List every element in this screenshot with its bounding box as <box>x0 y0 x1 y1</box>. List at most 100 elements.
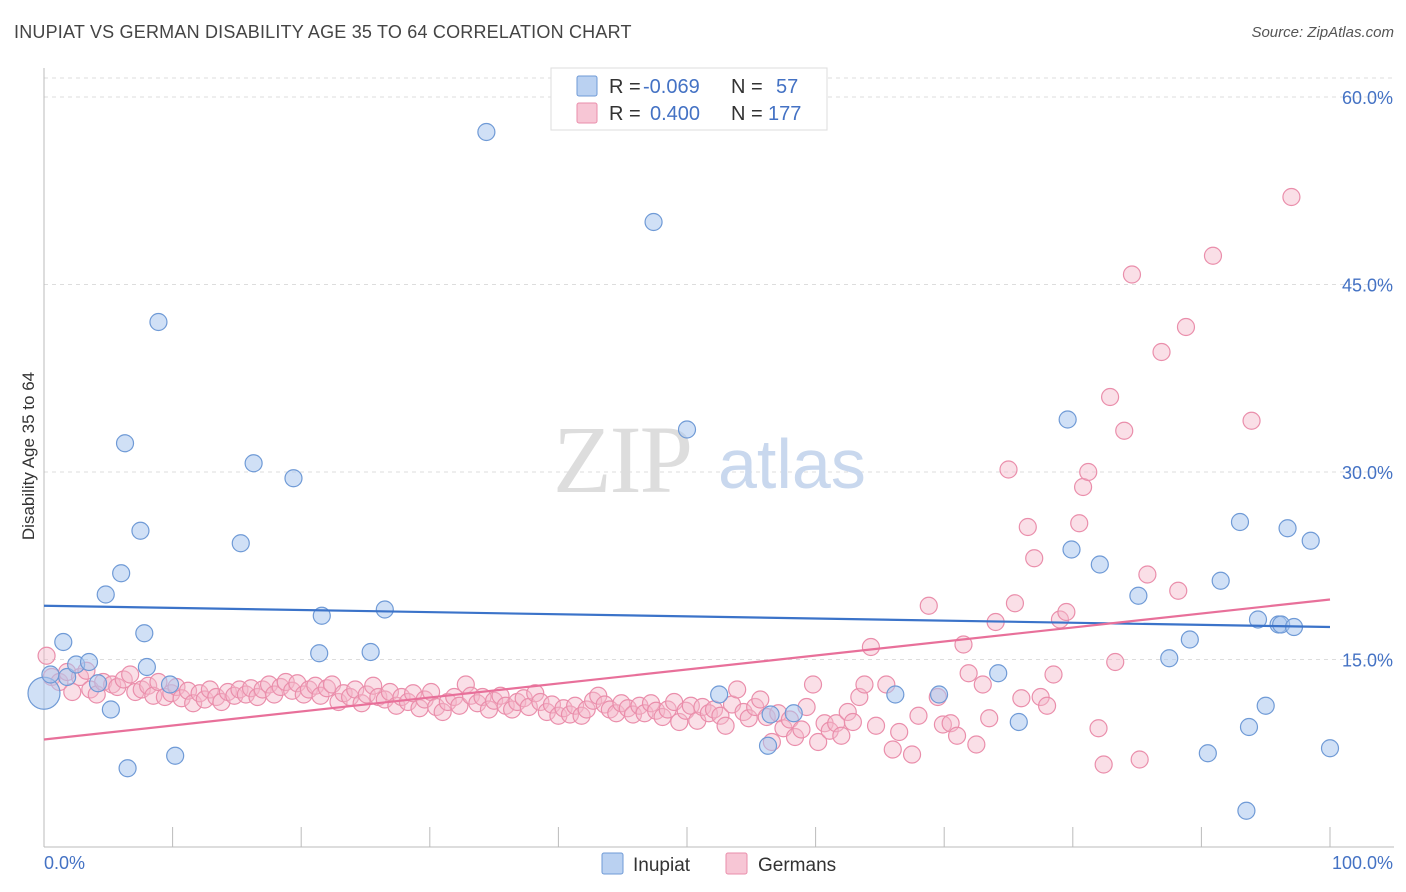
germans-point-157 <box>980 709 999 728</box>
germans-point-11 <box>108 677 127 697</box>
germans-point-152 <box>947 726 967 745</box>
germans-point-168 <box>1057 602 1076 622</box>
germans-point-142 <box>866 716 886 735</box>
inupiat-point-26 <box>644 212 663 232</box>
inupiat-point-46 <box>1239 717 1259 737</box>
germans-point-84 <box>531 692 550 712</box>
inupiat-point-36 <box>1058 410 1077 429</box>
legend-n-value-inupiat: 57 <box>776 76 798 98</box>
legend-r-value-inupiat: -0.069 <box>643 76 700 98</box>
legend-r-value-germans: 0.400 <box>650 103 700 125</box>
germans-point-183 <box>1203 246 1223 265</box>
germans-point-169 <box>1070 514 1089 533</box>
inupiat-point-29 <box>758 736 778 755</box>
inupiat-point-51 <box>1278 519 1297 538</box>
inupiat-point-18 <box>231 534 250 553</box>
legend-n-label-inupiat: N = <box>731 76 763 98</box>
source-credit: Source: ZipAtlas.com <box>1251 24 1394 41</box>
y-tick-label-30: 30.0% <box>1342 463 1393 483</box>
inupiat-point-48 <box>1256 696 1275 715</box>
inupiat-point-19 <box>244 454 263 473</box>
germans-point-184 <box>1242 411 1261 430</box>
germans-point-106 <box>658 700 677 719</box>
germans-point-131 <box>803 675 823 694</box>
germans-point-129 <box>792 720 811 739</box>
axes <box>43 68 1394 848</box>
inupiat-point-35 <box>1009 712 1028 732</box>
inupiat-point-54 <box>1320 739 1340 758</box>
germans-point-0 <box>37 646 56 665</box>
germans-point-42 <box>288 674 307 693</box>
x-tick-label-min: 0.0% <box>44 853 85 873</box>
legend-r-label-inupiat: R = <box>609 76 641 98</box>
inupiat-point-15 <box>149 312 168 332</box>
grid-lines <box>44 77 1394 660</box>
germans-point-176 <box>1115 421 1134 440</box>
inupiat-point-34 <box>989 664 1008 683</box>
germans-trend-line <box>43 598 1331 741</box>
germans-point-178 <box>1130 750 1149 769</box>
germans-point-165 <box>1037 696 1057 715</box>
germans-point-62 <box>403 684 423 703</box>
germans-point-102 <box>635 704 654 723</box>
germans-point-17 <box>144 686 163 705</box>
germans-point-162 <box>1018 517 1037 537</box>
germans-point-138 <box>843 712 862 732</box>
legend-n-label-germans: N = <box>731 103 763 125</box>
germans-point-136 <box>832 726 851 745</box>
y-tick-label-15: 15.0% <box>1342 651 1393 671</box>
inupiat-point-16 <box>160 675 180 694</box>
inupiat-point-6 <box>88 674 108 693</box>
germans-point-174 <box>1100 387 1120 407</box>
legend-bottom-label-inupiat: Inupiat <box>633 855 691 876</box>
germans-point-150 <box>933 715 953 734</box>
inupiat-point-53 <box>1301 531 1320 550</box>
y-tick-label-45: 45.0% <box>1342 276 1393 296</box>
germans-point-28 <box>207 687 226 707</box>
germans-point-38 <box>265 685 284 704</box>
germans-point-115 <box>711 706 730 725</box>
inupiat-point-3 <box>58 667 77 687</box>
germans-point-141 <box>861 637 880 657</box>
germans-point-24 <box>184 694 203 713</box>
germans-point-118 <box>728 680 747 699</box>
inupiat-point-9 <box>112 564 131 583</box>
inupiat-point-20 <box>284 469 303 488</box>
inupiat-point-5 <box>79 652 99 672</box>
germans-point-159 <box>999 460 1018 479</box>
germans-point-163 <box>1025 549 1044 568</box>
inupiat-point-41 <box>1180 630 1199 649</box>
germans-point-137 <box>838 702 857 722</box>
legend-swatch-inupiat <box>576 75 598 97</box>
legend-bottom-label-germans: Germans <box>758 855 836 876</box>
inupiat-points <box>27 122 1340 820</box>
germans-point-156 <box>973 675 992 694</box>
germans-point-67 <box>433 702 452 722</box>
germans-point-161 <box>1012 689 1031 708</box>
germans-point-154 <box>959 664 978 683</box>
inupiat-point-30 <box>761 705 780 724</box>
germans-point-145 <box>890 722 909 742</box>
inupiat-point-43 <box>1211 571 1230 590</box>
legend-top: R = -0.069 N = 57 R = 0.400 N = 177 <box>550 67 828 131</box>
y-tick-label-60: 60.0% <box>1342 88 1393 108</box>
x-tick-label-max: 100.0% <box>1332 853 1393 873</box>
inupiat-point-7 <box>96 585 115 604</box>
germans-point-90 <box>566 696 585 715</box>
legend-n-value-germans: 177 <box>768 103 801 125</box>
inupiat-point-42 <box>1198 744 1217 763</box>
germans-point-13 <box>121 665 140 684</box>
y-axis-title: Disability Age 35 to 64 <box>19 372 38 540</box>
germans-point-182 <box>1176 317 1196 337</box>
germans-point-128 <box>785 727 805 747</box>
germans-point-175 <box>1106 652 1125 672</box>
inupiat-point-28 <box>710 685 729 704</box>
inupiat-point-27 <box>677 420 697 439</box>
watermark-atlas: atlas <box>718 425 866 503</box>
inupiat-point-38 <box>1090 555 1109 574</box>
inupiat-point-31 <box>784 704 803 723</box>
germans-point-146 <box>902 745 922 764</box>
germans-point-147 <box>909 706 928 725</box>
inupiat-point-23 <box>361 642 380 662</box>
germans-point-172 <box>1089 719 1108 738</box>
